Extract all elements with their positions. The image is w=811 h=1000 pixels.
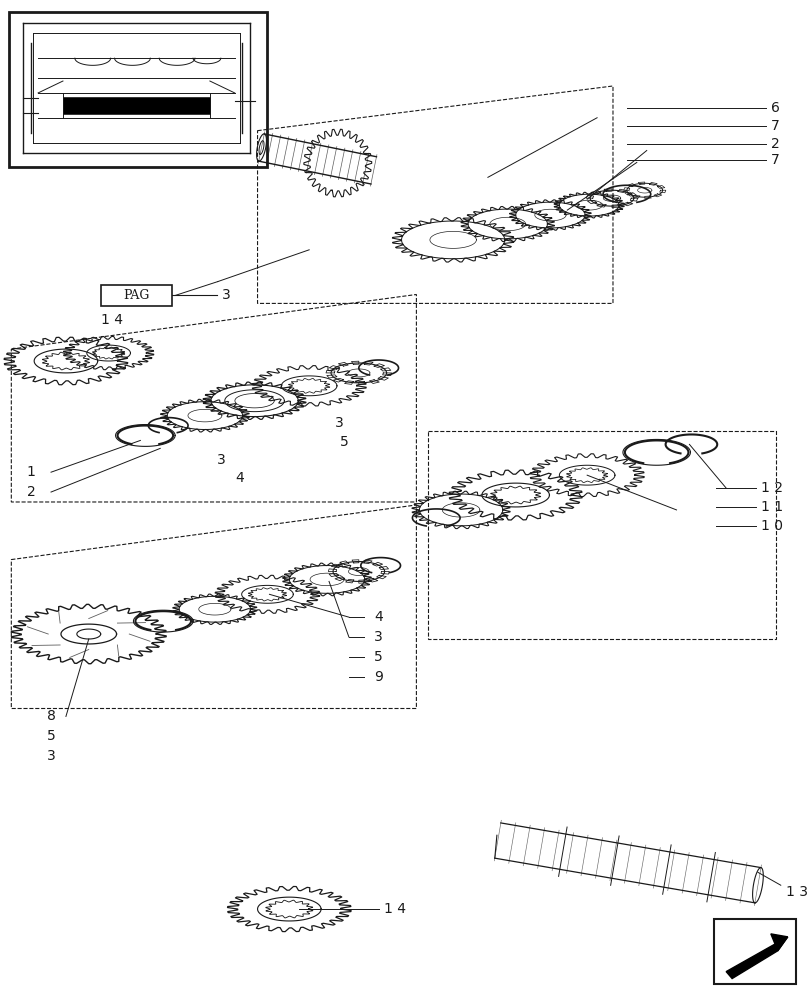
Polygon shape [770,934,787,951]
Text: 3: 3 [46,749,55,763]
Text: 1 2: 1 2 [760,481,782,495]
Text: 9: 9 [374,670,383,684]
Text: 2: 2 [770,137,779,151]
Text: 1 0: 1 0 [760,519,782,533]
Text: 7: 7 [770,119,779,133]
Text: 2: 2 [27,485,36,499]
Text: PAG: PAG [123,289,149,302]
Text: 5: 5 [374,650,383,664]
Text: 3: 3 [221,288,230,302]
Text: 1: 1 [27,465,36,479]
Text: 6: 6 [770,101,779,115]
Text: 5: 5 [339,435,348,449]
Text: 3: 3 [374,630,383,644]
Text: 3: 3 [217,453,226,467]
Text: 1 4: 1 4 [383,902,406,916]
Text: 4: 4 [235,471,244,485]
Bar [714,919,795,984]
Text: 7: 7 [770,153,779,167]
Text: 1 4: 1 4 [101,313,122,327]
Text: 4: 4 [374,610,383,624]
Text: 8: 8 [46,709,55,723]
Polygon shape [725,937,787,979]
Polygon shape [63,97,209,114]
Bar [101,285,172,306]
Text: 1 1: 1 1 [760,500,782,514]
Text: 5: 5 [46,729,55,743]
Text: 3: 3 [334,416,343,430]
Text: 1 3: 1 3 [785,885,807,899]
Bar [9,12,267,167]
